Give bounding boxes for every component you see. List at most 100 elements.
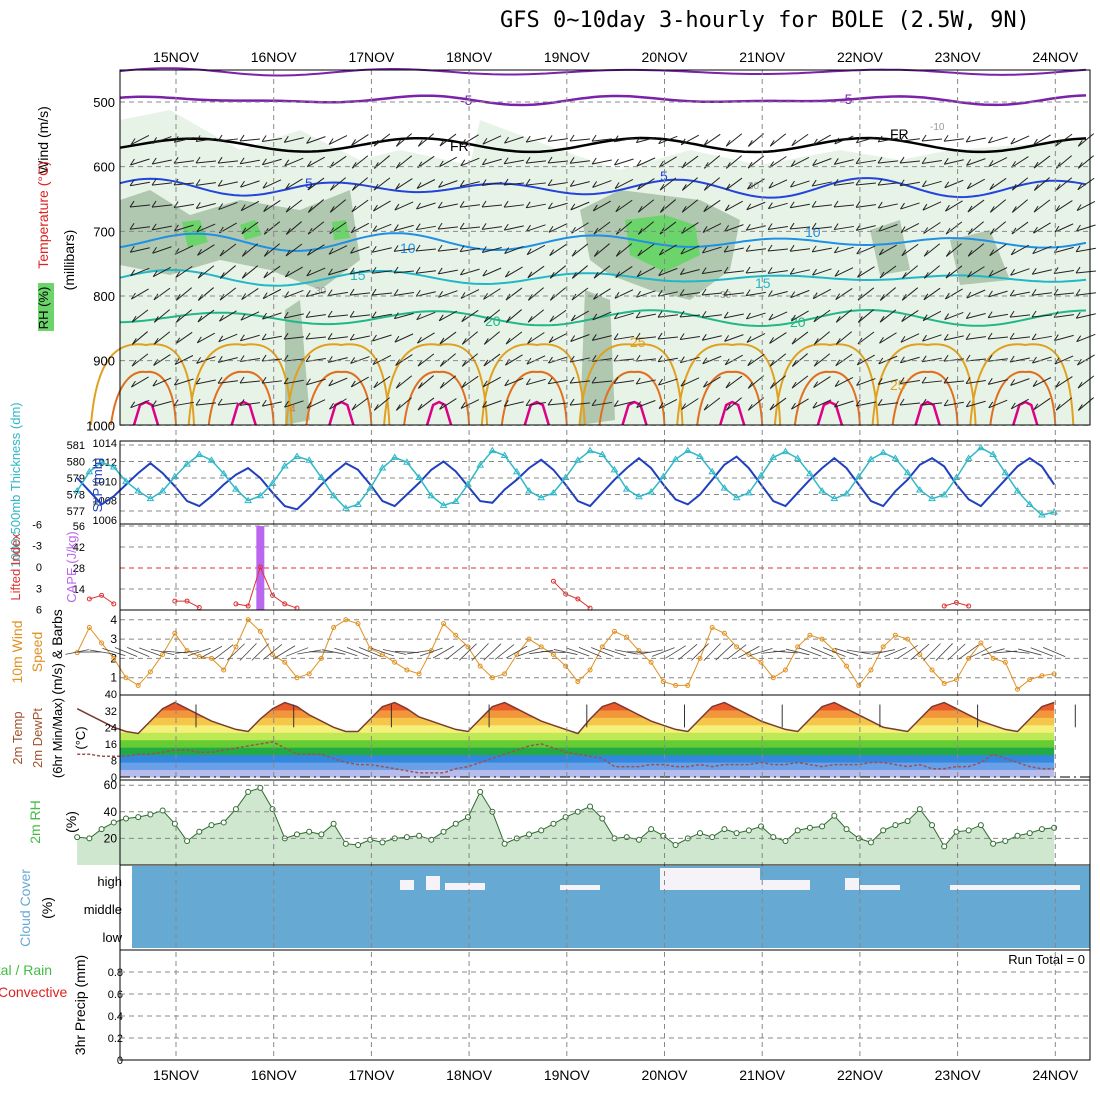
cloud-clear-patch [950,885,1080,890]
cloud-clear-patch [400,880,414,890]
temp-band [120,747,1090,755]
lifted-index-line [175,601,200,607]
date-label-top: 15NOV [153,49,200,65]
wind-barb [748,134,763,147]
rh2m-marker [258,785,263,790]
wind-barb [922,139,942,141]
wind-barb [1043,647,1065,656]
rh2m-marker [356,843,361,848]
cloud-level-label: high [97,874,122,889]
pressure-tick: 900 [93,354,115,369]
rh2m-marker [807,825,812,830]
rh2m-marker [722,827,727,832]
li-tick: -6 [32,519,42,531]
wind-barb [603,648,626,656]
cloud-cover-area [132,866,1090,948]
rh-tick: 20 [104,831,118,845]
rh2m-marker [331,821,336,826]
rh2m-marker [673,843,678,848]
cloud-clear-patch [845,878,859,890]
wind-barb [835,648,858,655]
rh2m-marker [942,844,947,849]
wind-barb [418,134,433,147]
wind-barb [1031,648,1053,656]
date-label-bottom: 22NOV [837,1067,884,1083]
pressure-tick: 700 [93,224,115,239]
rh2m-marker [649,827,654,832]
rh2m-marker [563,815,568,820]
date-label-top: 24NOV [1032,49,1079,65]
contour-label: -5 [460,92,473,108]
rh2m-marker [588,804,593,809]
wind-barb [1018,649,1041,655]
wind-barb [570,139,590,141]
axis-label-rh2m-units: (%) [63,811,79,833]
rh2m-marker [600,816,605,821]
date-label-top: 18NOV [446,49,493,65]
date-label-top: 20NOV [642,49,689,65]
contour-label: 15 [755,275,771,291]
rh2m-marker [185,839,190,844]
wind-barb [240,135,244,141]
axis-label-wind10m-speed: Speed [29,632,45,672]
rh2m-marker [209,823,214,828]
axis-label-cloud-units: (%) [39,897,55,919]
temp-bands [120,695,1090,777]
date-label-bottom: 21NOV [739,1067,786,1083]
wind-barb [579,647,601,656]
slp-line [77,448,1054,515]
rh2m-marker [539,828,544,833]
wind-tick: 4 [110,613,117,627]
wind-barb [592,135,596,141]
wind-barb [944,139,964,142]
rh2m-marker [453,821,458,826]
axis-label-slp: SLP (mb) [90,458,105,513]
rh2m-marker [844,827,849,832]
thickness-tick: 577 [67,506,85,518]
rh2m-marker [75,835,80,840]
wind-tick: 3 [110,632,117,646]
date-label-bottom: 18NOV [446,1067,493,1083]
date-label-top: 21NOV [739,49,786,65]
rh2m-marker [270,807,275,812]
rh2m-marker [502,841,507,846]
wind-barb [127,647,149,656]
cloud-level-label: middle [84,902,122,917]
wind-barb [811,647,833,656]
rh2m-marker [783,839,788,844]
axis-label-rh: RH (%) [36,287,51,330]
axis-label-lifted-index: Lifted Index [8,533,23,601]
thickness-tick: 581 [67,440,85,452]
precip-panel [120,950,1090,1060]
wind-barb [115,648,137,657]
axis-label-precip: 3hr Precip (mm) [72,955,88,1055]
wind-barb [799,648,822,656]
rh2m-marker [111,820,116,825]
axis-label-wind10m-barbs: (m/s) & Barbs [49,609,65,695]
wind-barb [309,652,333,653]
pressure-tick: 500 [93,95,115,110]
lifted-index-line [553,581,590,608]
contour-label: 10 [805,224,821,240]
date-label-top: 16NOV [251,49,298,65]
rh2m-marker [124,816,129,821]
precip-tick: 0.4 [108,1011,123,1023]
rh2m-marker [710,835,715,840]
rh2m-marker [966,828,971,833]
li-tick: 0 [36,562,42,574]
rh2m-marker [1003,839,1008,844]
wind-barb [347,647,369,656]
precip-tick: 0.6 [108,989,123,1001]
cape-li-panel [120,524,1090,610]
axis-label-pressure: (millibars) [61,230,77,291]
wind-barb [334,648,357,656]
rh2m-marker [820,824,825,829]
slp-tick: 1014 [93,438,117,450]
rh2m-marker [1052,825,1057,830]
wind-barb [704,134,720,145]
thickness-slp-panel [120,441,1090,524]
rh2m-marker [527,832,532,837]
rh2m-marker [991,841,996,846]
chart-title: GFS 0~10day 3-hourly for BOLE (2.5W, 9N) [500,8,1030,33]
